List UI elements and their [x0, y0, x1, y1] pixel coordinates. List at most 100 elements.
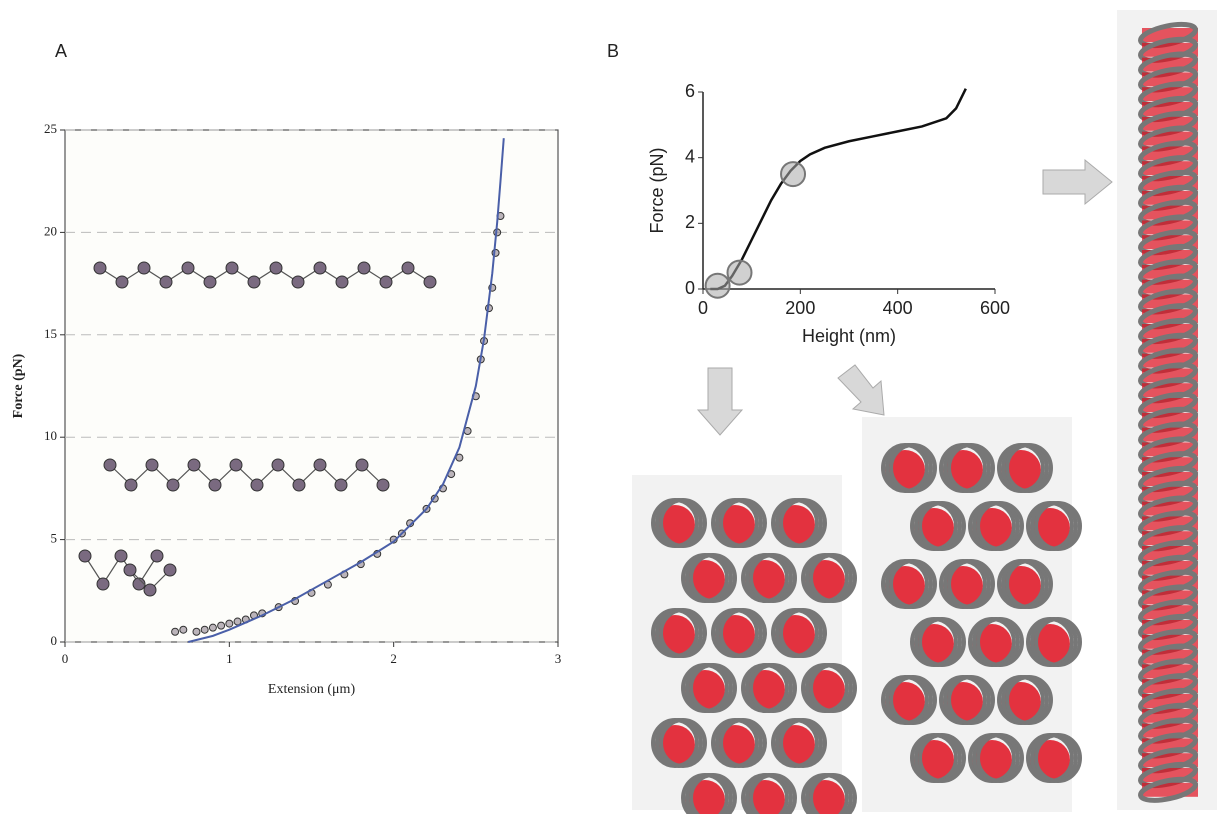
fiber-bead	[269, 261, 283, 275]
dna-ring	[1005, 675, 1053, 725]
dna-ring	[1005, 559, 1053, 609]
data-point	[406, 519, 415, 528]
highlight-point	[704, 272, 731, 299]
dna-ring	[719, 498, 767, 548]
fiber-bead	[132, 577, 146, 591]
fiber-bead	[159, 275, 173, 289]
dna-ring	[749, 663, 797, 713]
x-tick-label: 1	[226, 651, 233, 666]
dna-ring	[689, 553, 737, 603]
x-tick-label: 600	[980, 298, 1010, 318]
dna-ring	[749, 553, 797, 603]
dna-ring	[1034, 617, 1082, 667]
x-tick-label: 0	[698, 298, 708, 318]
fiber-bead	[93, 261, 107, 275]
dna-ring	[809, 553, 857, 603]
data-point	[192, 627, 201, 636]
fiber-bead	[225, 261, 239, 275]
y-tick-label: 10	[44, 428, 57, 443]
dna-ring	[689, 663, 737, 713]
dna-ring	[1005, 443, 1053, 493]
data-point	[179, 625, 188, 634]
y-tick-label: 0	[51, 633, 58, 648]
y-tick-label: 20	[44, 223, 57, 238]
dna-ring	[659, 608, 707, 658]
y-tick-label: 0	[685, 278, 695, 298]
fit-line	[188, 138, 505, 643]
arrow	[837, 364, 885, 416]
data-point	[389, 535, 398, 544]
dna-ring	[918, 733, 966, 783]
y-tick-label: 6	[685, 81, 695, 101]
dna-ring	[918, 617, 966, 667]
highlight-point	[726, 259, 753, 286]
arrow	[696, 367, 744, 436]
dna-ring	[976, 501, 1024, 551]
dna-ring	[809, 663, 857, 713]
data-point	[217, 621, 226, 630]
y-tick-label: 15	[44, 326, 57, 341]
fiber-bead	[143, 583, 157, 597]
x-axis-title: Extension (μm)	[268, 682, 356, 697]
dna-ring	[976, 617, 1024, 667]
dna-ring	[1034, 501, 1082, 551]
force-curve	[710, 88, 967, 291]
dna-ring	[779, 608, 827, 658]
fiber-bead	[103, 458, 117, 472]
data-point	[171, 627, 180, 636]
dna-ring	[1138, 776, 1198, 803]
fiber-bead	[292, 478, 306, 492]
dna-ring	[889, 559, 937, 609]
dna-ring	[689, 773, 737, 814]
fiber-bead	[208, 478, 222, 492]
fiber-bead	[187, 458, 201, 472]
x-tick-label: 2	[390, 651, 397, 666]
fiber-bead	[137, 261, 151, 275]
y-axis-title: Force (pN)	[11, 353, 26, 418]
fiber-bead	[78, 549, 92, 563]
dna-ring	[918, 501, 966, 551]
fiber-bead	[250, 478, 264, 492]
x-tick-label: 400	[883, 298, 913, 318]
dna-ring	[719, 608, 767, 658]
fiber-bead	[401, 261, 415, 275]
fiber-bead	[379, 275, 393, 289]
fiber-bead	[334, 478, 348, 492]
data-point	[200, 625, 209, 634]
data-point	[225, 619, 234, 628]
fiber-bead	[271, 458, 285, 472]
illustrations	[632, 10, 1217, 814]
fiber-bead	[355, 458, 369, 472]
fiber-bead	[247, 275, 261, 289]
panel-label: A	[55, 41, 67, 61]
x-tick-label: 3	[555, 651, 562, 666]
y-tick-label: 25	[44, 121, 57, 136]
dna-ring	[889, 675, 937, 725]
dna-ring	[779, 498, 827, 548]
fiber-bead	[313, 261, 327, 275]
fiber-bead	[166, 478, 180, 492]
x-tick-label: 0	[62, 651, 69, 666]
dna-ring	[779, 718, 827, 768]
data-point	[233, 617, 242, 626]
y-axis-title: Force (pN)	[647, 147, 667, 233]
dna-ring	[947, 559, 995, 609]
y-tick-label: 2	[685, 212, 695, 232]
arrow	[1042, 158, 1113, 206]
fiber-bead	[335, 275, 349, 289]
fiber-bead	[376, 478, 390, 492]
dna-ring	[1034, 733, 1082, 783]
fiber-bead	[357, 261, 371, 275]
fiber-bead	[114, 549, 128, 563]
highlight-point	[780, 161, 807, 188]
y-tick-label: 4	[685, 146, 695, 166]
fiber-cartoon	[99, 267, 431, 283]
fiber-bead	[163, 563, 177, 577]
fiber-bead	[423, 275, 437, 289]
panel-label: B	[607, 41, 619, 61]
dna-ring	[947, 443, 995, 493]
data-point	[208, 623, 217, 632]
fiber-bead	[124, 478, 138, 492]
dna-ring	[719, 718, 767, 768]
